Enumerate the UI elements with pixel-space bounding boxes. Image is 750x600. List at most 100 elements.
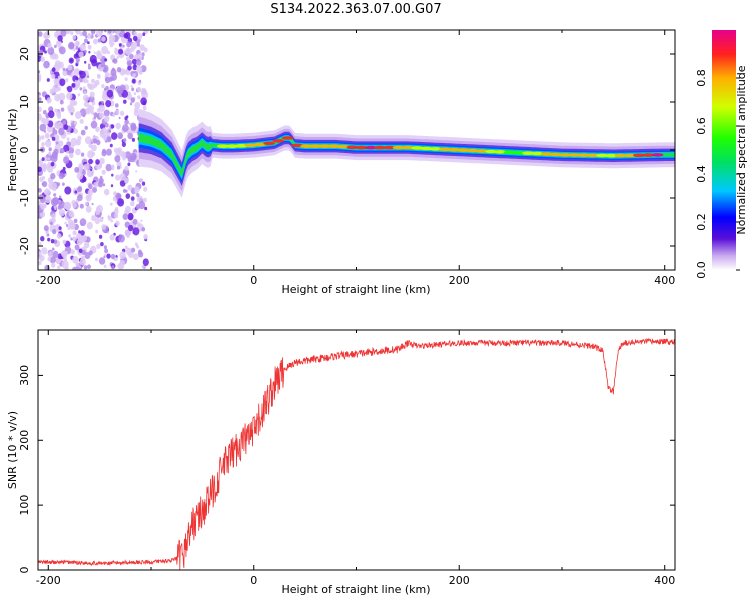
noise-speckle [38,166,42,172]
noise-speckle [90,120,98,129]
noise-speckle [74,190,78,194]
noise-speckle [107,30,112,34]
noise-speckle [47,42,52,49]
noise-speckle [91,202,94,206]
noise-speckle [136,222,141,228]
signal-core [448,148,461,152]
noise-speckle [127,132,133,140]
noise-speckle [38,70,41,74]
noise-speckle [87,104,92,109]
noise-speckle [125,69,128,73]
noise-speckle [43,169,46,173]
noise-speckle [106,253,111,259]
noise-speckle [107,111,110,114]
noise-speckle [51,136,56,141]
noise-speckle [51,217,56,224]
y-tick-label: 0 [18,567,31,574]
noise-speckle [78,163,84,170]
noise-speckle [47,157,51,161]
noise-speckle [89,54,97,64]
noise-speckle [122,213,129,220]
snr-y-axis-label: SNR (10 * v/v) [6,411,19,489]
x-tick-label: 200 [449,274,470,287]
noise-speckle [61,40,63,43]
noise-speckle [80,230,85,236]
noise-speckle [64,173,67,177]
spectrogram-marks [38,30,675,270]
signal-core [522,151,535,155]
noise-speckle [83,101,89,108]
noise-speckle [60,30,67,37]
noise-speckle [70,144,74,149]
noise-speckle [124,245,128,250]
y-tick-label: 300 [18,365,31,386]
noise-speckle [61,250,67,258]
noise-speckle [127,212,134,221]
noise-speckle [47,46,55,56]
noise-speckle [54,31,60,38]
noise-speckle [98,234,103,239]
noise-speckle [44,188,50,196]
noise-speckle [73,48,76,52]
noise-speckle [144,206,148,211]
noise-speckle [75,63,78,67]
noise-speckle [99,217,104,223]
noise-speckle [76,233,82,240]
noise-speckle [119,259,126,267]
noise-speckle [51,247,55,251]
noise-speckle [79,70,86,79]
noise-speckle [48,147,52,152]
noise-speckle [136,193,140,197]
noise-speckle [135,204,141,210]
noise-speckle [72,230,77,236]
noise-speckle [87,264,91,270]
signal-core [300,144,313,148]
noise-speckle [53,53,59,60]
noise-speckle [70,120,73,124]
noise-speckle [70,237,73,241]
noise-speckle [131,87,135,92]
noise-speckle [58,140,64,147]
noise-speckle [47,233,50,237]
noise-speckle [53,193,57,197]
noise-speckle [41,247,48,255]
noise-speckle [97,74,101,79]
noise-speckle [122,124,129,132]
noise-speckle [54,108,58,113]
noise-speckle [122,44,125,48]
noise-speckle [92,186,97,193]
noise-speckle [110,202,113,206]
noise-speckle [111,173,114,177]
noise-speckle [116,86,124,95]
noise-speckle [86,221,93,230]
noise-speckle [135,170,138,173]
noise-speckle [62,239,67,245]
noise-speckle [79,203,84,209]
noise-speckle [118,116,121,120]
noise-speckle [129,102,133,106]
noise-speckle [124,77,128,81]
noise-speckle [134,186,140,194]
noise-speckle [136,86,142,92]
noise-speckle [115,30,122,34]
noise-speckle [80,152,85,157]
noise-speckle [66,92,73,100]
noise-speckle [58,226,62,231]
noise-speckle [132,218,138,225]
signal-core [383,145,396,150]
noise-speckle [105,100,112,108]
signal-core [485,149,498,154]
colorbar-tick-label: 0.2 [695,213,708,231]
noise-speckle [75,148,81,156]
noise-speckle [138,79,142,83]
noise-speckle [107,127,110,131]
noise-speckle [67,146,75,155]
noise-speckle [87,44,92,50]
noise-speckle [52,129,58,136]
noise-speckle [133,253,139,261]
noise-speckle [59,78,66,86]
noise-speckle [58,200,66,209]
noise-speckle [103,245,107,250]
noise-speckle [128,122,131,125]
noise-speckle [117,198,125,207]
